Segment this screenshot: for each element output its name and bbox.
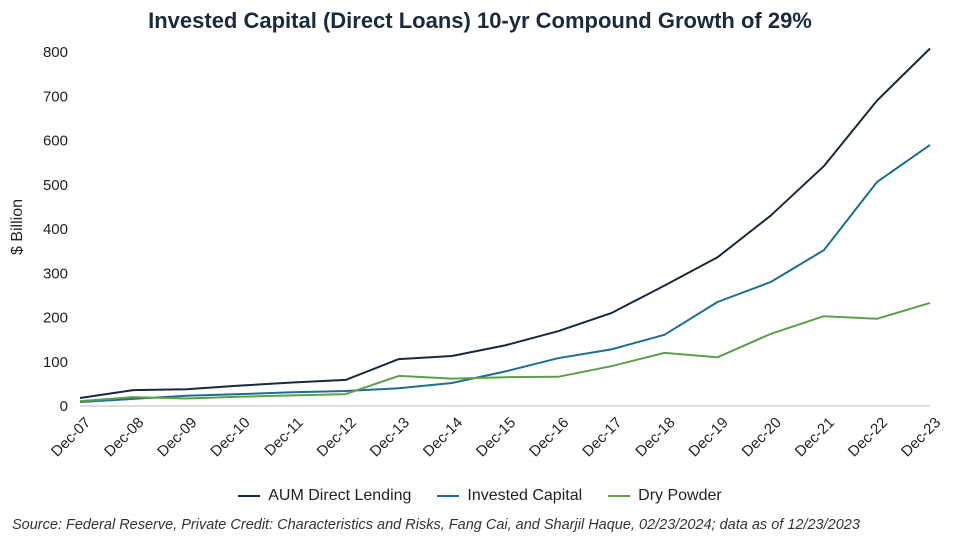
x-tick-label: Dec-07 <box>48 414 94 460</box>
series-line-invested-capital <box>79 144 931 403</box>
y-tick-label: 600 <box>43 133 68 150</box>
x-tick-labels: Dec-07 Dec-08 Dec-09 Dec-10 Dec-11 Dec-12 Dec-… <box>48 414 944 460</box>
legend-item: Invested Capital <box>437 487 582 505</box>
x-tick-label: Dec-16 <box>526 414 572 460</box>
x-tick-label: Dec-09 <box>154 414 200 460</box>
legend-swatch <box>437 495 460 497</box>
legend-label: Invested Capital <box>467 487 583 504</box>
y-tick-labels: 0 100 200 300 400 500 600 700 800 <box>43 44 68 415</box>
y-axis-label-text: $ Billion <box>9 199 26 255</box>
y-axis-label: $ Billion <box>9 199 26 255</box>
legend-item: Dry Powder <box>608 487 722 505</box>
x-tick-label: Dec-21 <box>792 414 838 460</box>
x-tick-label: Dec-19 <box>685 414 731 460</box>
x-tick-label: Dec-18 <box>632 414 678 460</box>
series-line-aum-direct-lending <box>79 47 931 399</box>
x-tick-label: Dec-08 <box>101 414 147 460</box>
y-tick-label: 500 <box>43 177 68 194</box>
x-tick-label: Dec-22 <box>845 414 891 460</box>
x-tick-label: Dec-13 <box>367 414 413 460</box>
y-tick-label: 0 <box>60 398 68 415</box>
x-tick-label: Dec-17 <box>579 414 625 460</box>
y-tick-label: 800 <box>43 44 68 61</box>
source-note: Source: Federal Reserve, Private Credit:… <box>12 517 860 533</box>
x-tick-label: Dec-11 <box>261 414 306 459</box>
series-line-dry-powder <box>79 301 931 403</box>
y-tick-label: 300 <box>43 265 68 282</box>
y-tick-label: 100 <box>43 354 68 371</box>
x-tick-label: Dec-23 <box>898 414 944 460</box>
chart-title: Invested Capital (Direct Loans) 10-yr Co… <box>148 8 812 33</box>
x-tick-label: Dec-15 <box>473 414 519 460</box>
legend-label: Dry Powder <box>638 487 722 504</box>
legend-swatch <box>608 495 631 497</box>
legend-item: AUM Direct Lending <box>238 487 411 505</box>
x-tick-label: Dec-10 <box>207 414 253 460</box>
legend: AUM Direct Lending Invested Capital Dry Po… <box>0 487 960 505</box>
x-tick-label: Dec-20 <box>739 414 785 460</box>
x-tick-label: Dec-12 <box>314 414 360 460</box>
x-tick-label: Dec-14 <box>420 414 466 460</box>
legend-swatch <box>238 495 261 497</box>
y-tick-label: 200 <box>43 310 68 327</box>
series-lines <box>79 47 931 403</box>
y-tick-label: 700 <box>43 88 68 105</box>
y-tick-label: 400 <box>43 221 68 238</box>
legend-label: AUM Direct Lending <box>268 487 412 504</box>
